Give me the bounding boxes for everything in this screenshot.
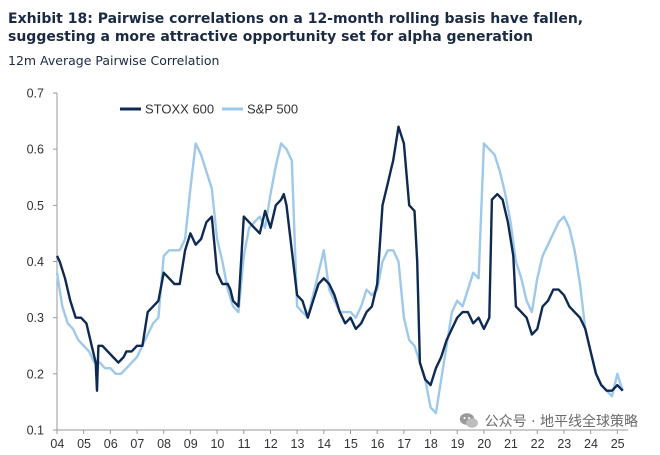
x-tick-label: 18 bbox=[424, 437, 438, 451]
x-tick-label: 23 bbox=[557, 437, 571, 451]
x-tick-label: 14 bbox=[317, 437, 331, 451]
x-tick-label: 25 bbox=[611, 437, 625, 451]
x-tick-label: 13 bbox=[291, 437, 305, 451]
x-tick-label: 20 bbox=[477, 437, 491, 451]
y-tick-label: 0.3 bbox=[27, 311, 44, 325]
y-tick-label: 0.6 bbox=[27, 143, 44, 157]
watermark-text: 公众号 · 地平线全球策略 bbox=[484, 414, 638, 430]
x-tick-label: 06 bbox=[104, 437, 118, 451]
chart-axes: 0.1 0.2 0.3 0.4 0.5 0.6 0.7 04 05 06 07 08 09 10 11 12 1… bbox=[27, 87, 628, 451]
x-tick-label: 07 bbox=[130, 437, 144, 451]
x-tick-label: 09 bbox=[184, 437, 198, 451]
x-tick-label: 11 bbox=[238, 437, 251, 451]
wechat-icon bbox=[459, 413, 478, 428]
x-tick-label: 24 bbox=[584, 437, 598, 451]
series-stoxx-600-line bbox=[55, 125, 624, 392]
chart-legend: STOXX 600 S&P 500 bbox=[120, 102, 298, 117]
y-tick-label: 0.4 bbox=[27, 255, 44, 269]
chart-subtitle: 12m Average Pairwise Correlation bbox=[8, 53, 220, 68]
x-tick-label: 04 bbox=[50, 437, 64, 451]
series-sp-500-line bbox=[55, 142, 624, 415]
x-tick-label: 08 bbox=[157, 437, 171, 451]
x-tick-label: 15 bbox=[344, 437, 358, 451]
x-tick-label: 22 bbox=[531, 437, 545, 451]
x-tick-label: 19 bbox=[451, 437, 465, 451]
y-tick-label: 0.2 bbox=[27, 367, 44, 381]
x-tick-label: 21 bbox=[504, 437, 518, 451]
chart-title: Exhibit 18: Pairwise correlations on a 1… bbox=[8, 11, 584, 45]
x-tick-label: 05 bbox=[77, 437, 91, 451]
x-tick-label: 17 bbox=[397, 437, 411, 451]
chart-series bbox=[55, 125, 624, 415]
legend-sp-500-label: S&P 500 bbox=[247, 102, 298, 117]
watermark: 公众号 · 地平线全球策略 bbox=[459, 411, 638, 431]
x-tick-label: 12 bbox=[264, 437, 278, 451]
y-tick-label: 0.7 bbox=[27, 87, 44, 101]
legend-stoxx-600-label: STOXX 600 bbox=[145, 102, 214, 117]
x-tick-label: 10 bbox=[210, 437, 224, 451]
y-tick-label: 0.1 bbox=[27, 424, 44, 438]
y-tick-label: 0.5 bbox=[27, 199, 44, 213]
x-tick-label: 16 bbox=[371, 437, 385, 451]
